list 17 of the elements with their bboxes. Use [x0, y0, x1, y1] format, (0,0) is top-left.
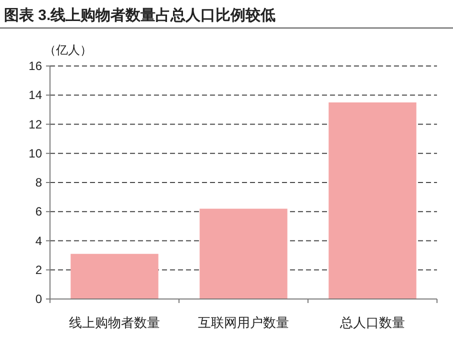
y-tick-label: 10	[28, 146, 42, 160]
y-tick-label: 8	[35, 176, 42, 190]
y-tick-label: 14	[28, 88, 42, 102]
y-tick-label: 16	[28, 59, 42, 73]
y-tick-label: 2	[35, 262, 42, 277]
x-tick-label: 线上购物者数量	[69, 315, 160, 330]
bar	[328, 102, 416, 299]
chart-title: 图表 3.线上购物者数量占总人口比例较低	[4, 7, 276, 24]
y-tick-label: 4	[35, 234, 42, 248]
x-tick-label: 总人口数量	[339, 315, 405, 330]
y-tick-label: 12	[28, 117, 42, 132]
y-axis-title: （亿人）	[44, 43, 92, 57]
bar	[200, 208, 288, 299]
bar	[70, 254, 158, 299]
y-tick-label: 6	[35, 204, 42, 219]
y-tick-label: 0	[35, 292, 42, 306]
x-tick-label: 互联网用户数量	[198, 315, 289, 330]
